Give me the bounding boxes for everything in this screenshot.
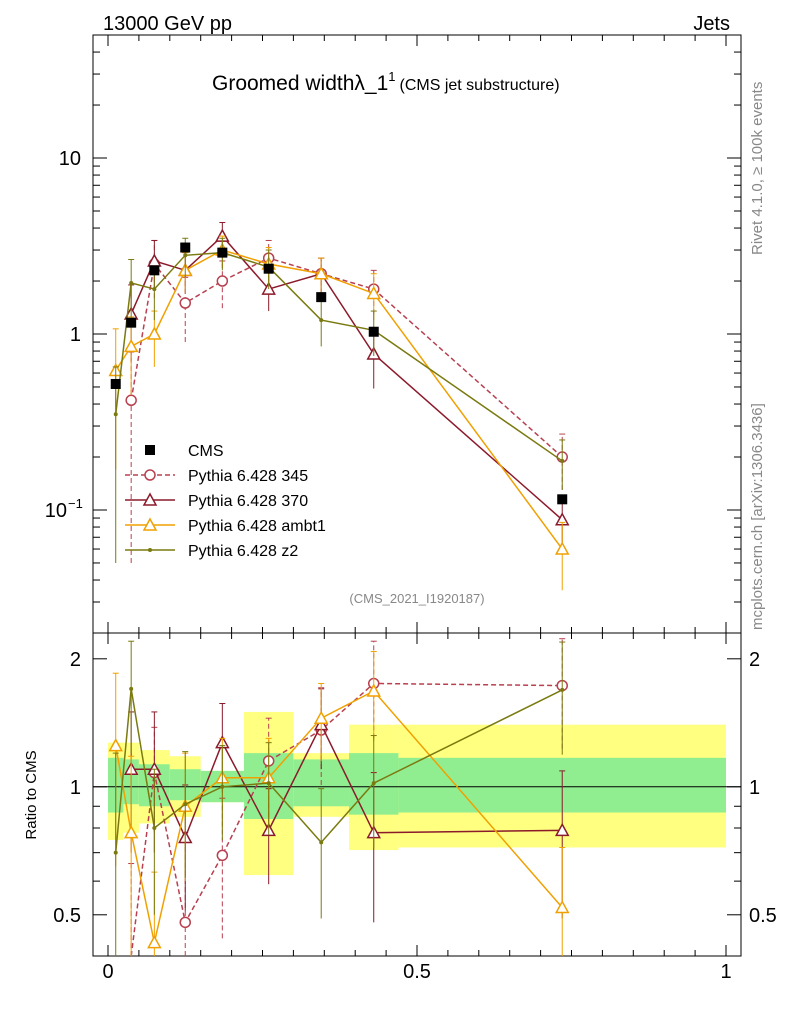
- circle-marker: [125, 394, 137, 407]
- x-tick-label: 0.5: [403, 961, 431, 983]
- series-line: [130, 257, 563, 458]
- dot-marker: [266, 781, 271, 786]
- series-line: [130, 235, 563, 521]
- triangle-marker: [313, 266, 329, 280]
- series-pythia-6-428-345: [125, 239, 568, 957]
- legend-entry: Pythia 6.428 ambt1: [125, 517, 326, 535]
- ratio-y-tick-label-right: 2: [749, 649, 760, 671]
- circle-marker: [179, 297, 191, 309]
- triangle-marker: [554, 822, 570, 837]
- square-marker: [180, 242, 191, 253]
- square-marker: [368, 326, 379, 337]
- series-line: [114, 251, 563, 462]
- legend-label: Pythia 6.428 ambt1: [188, 518, 326, 535]
- square-marker: [149, 265, 160, 276]
- legend-label: Pythia 6.428 370: [188, 493, 308, 510]
- triangle-marker: [123, 338, 139, 353]
- triangle-marker: [142, 492, 158, 506]
- legend-entry-cms: CMS: [145, 443, 224, 460]
- ratio-y-tick-label-right: 1: [749, 777, 760, 799]
- dot-marker: [560, 458, 565, 463]
- analysis-id: (CMS_2021_I1920187): [349, 591, 484, 606]
- rivet-version-label: Rivet 4.1.0, ≥ 100k events: [749, 82, 766, 255]
- ratio-y-tick-label-left: 0.5: [53, 905, 81, 927]
- plot-title-sub: (CMS jet substructure): [400, 77, 560, 94]
- dot-marker: [220, 784, 225, 789]
- dot-marker: [113, 412, 118, 417]
- circle-marker: [216, 275, 229, 287]
- triangle-marker: [108, 738, 123, 752]
- dot-marker: [183, 802, 188, 807]
- ratio-line: [131, 722, 563, 840]
- plot-title: Groomed widthλ_11 (CMS jet substructure): [212, 69, 560, 95]
- circle-marker: [216, 849, 229, 862]
- triangle-marker: [147, 935, 162, 949]
- ratio-y-axis-label: Ratio to CMS: [23, 750, 40, 839]
- plot-title-main: Groomed widthλ_1: [212, 72, 388, 95]
- dot-marker: [129, 686, 134, 691]
- energy-label: 13000 GeV pp: [103, 13, 232, 35]
- mcplots-label: mcplots.cern.ch [arXiv:1306.3436]: [749, 403, 766, 630]
- plot-title-sup: 1: [388, 69, 395, 84]
- square-marker: [145, 445, 155, 455]
- dot-marker: [371, 781, 376, 786]
- triangle-marker: [123, 825, 139, 839]
- dot-marker: [129, 280, 134, 285]
- ratio-line: [130, 682, 563, 957]
- square-marker: [110, 378, 121, 389]
- legend-label: Pythia 6.428 z2: [188, 543, 298, 560]
- main-y-tick-label: 10: [59, 148, 81, 170]
- series-layer: [108, 222, 570, 957]
- dot-marker: [152, 826, 157, 831]
- triangle-marker: [366, 683, 382, 697]
- dot-marker: [113, 850, 118, 855]
- main-y-tick-label: 10: [45, 500, 67, 522]
- main-y-tick-exponent: −1: [68, 496, 83, 511]
- series-cms: [110, 242, 568, 505]
- legend-entry: Pythia 6.428 z2: [125, 543, 298, 560]
- square-marker: [126, 317, 137, 328]
- triangle-marker: [142, 517, 158, 531]
- ratio-y-tick-label-left: 1: [70, 777, 81, 799]
- legend-entry: Pythia 6.428 345: [125, 468, 308, 485]
- dot-marker: [560, 687, 565, 692]
- square-marker: [316, 292, 327, 303]
- triangle-marker: [554, 541, 570, 555]
- square-marker: [217, 247, 228, 258]
- triangle-marker: [554, 899, 570, 914]
- circle-marker: [144, 469, 156, 481]
- dot-marker: [319, 318, 324, 323]
- legend-label: Pythia 6.428 345: [188, 468, 308, 485]
- legend: CMS Pythia 6.428 345 Pythia 6.428 370 Pythi…: [125, 443, 326, 560]
- legend-entry: Pythia 6.428 370: [125, 492, 308, 510]
- ratio-y-tick-label-left: 2: [70, 649, 81, 671]
- triangle-marker: [147, 326, 162, 340]
- triangle-marker: [366, 285, 382, 300]
- x-tick-label: 1: [720, 961, 731, 983]
- x-tick-label: 0: [102, 961, 113, 983]
- dot-marker: [319, 840, 324, 845]
- dot-marker: [148, 548, 152, 552]
- square-marker: [557, 494, 568, 505]
- series-pythia-6-428-ambt1: [108, 235, 570, 956]
- ratio-y-tick-label-right: 0.5: [749, 905, 777, 927]
- dot-marker: [183, 253, 188, 258]
- main-y-tick-label: 1: [70, 324, 81, 346]
- triangle-marker: [313, 710, 329, 724]
- series-pythia-6-428-z2: [112, 237, 566, 956]
- process-label: Jets: [693, 13, 730, 35]
- series-line: [115, 249, 563, 550]
- square-marker: [263, 263, 274, 274]
- legend-label: CMS: [188, 443, 224, 460]
- circle-marker: [179, 916, 191, 929]
- dot-marker: [152, 287, 157, 292]
